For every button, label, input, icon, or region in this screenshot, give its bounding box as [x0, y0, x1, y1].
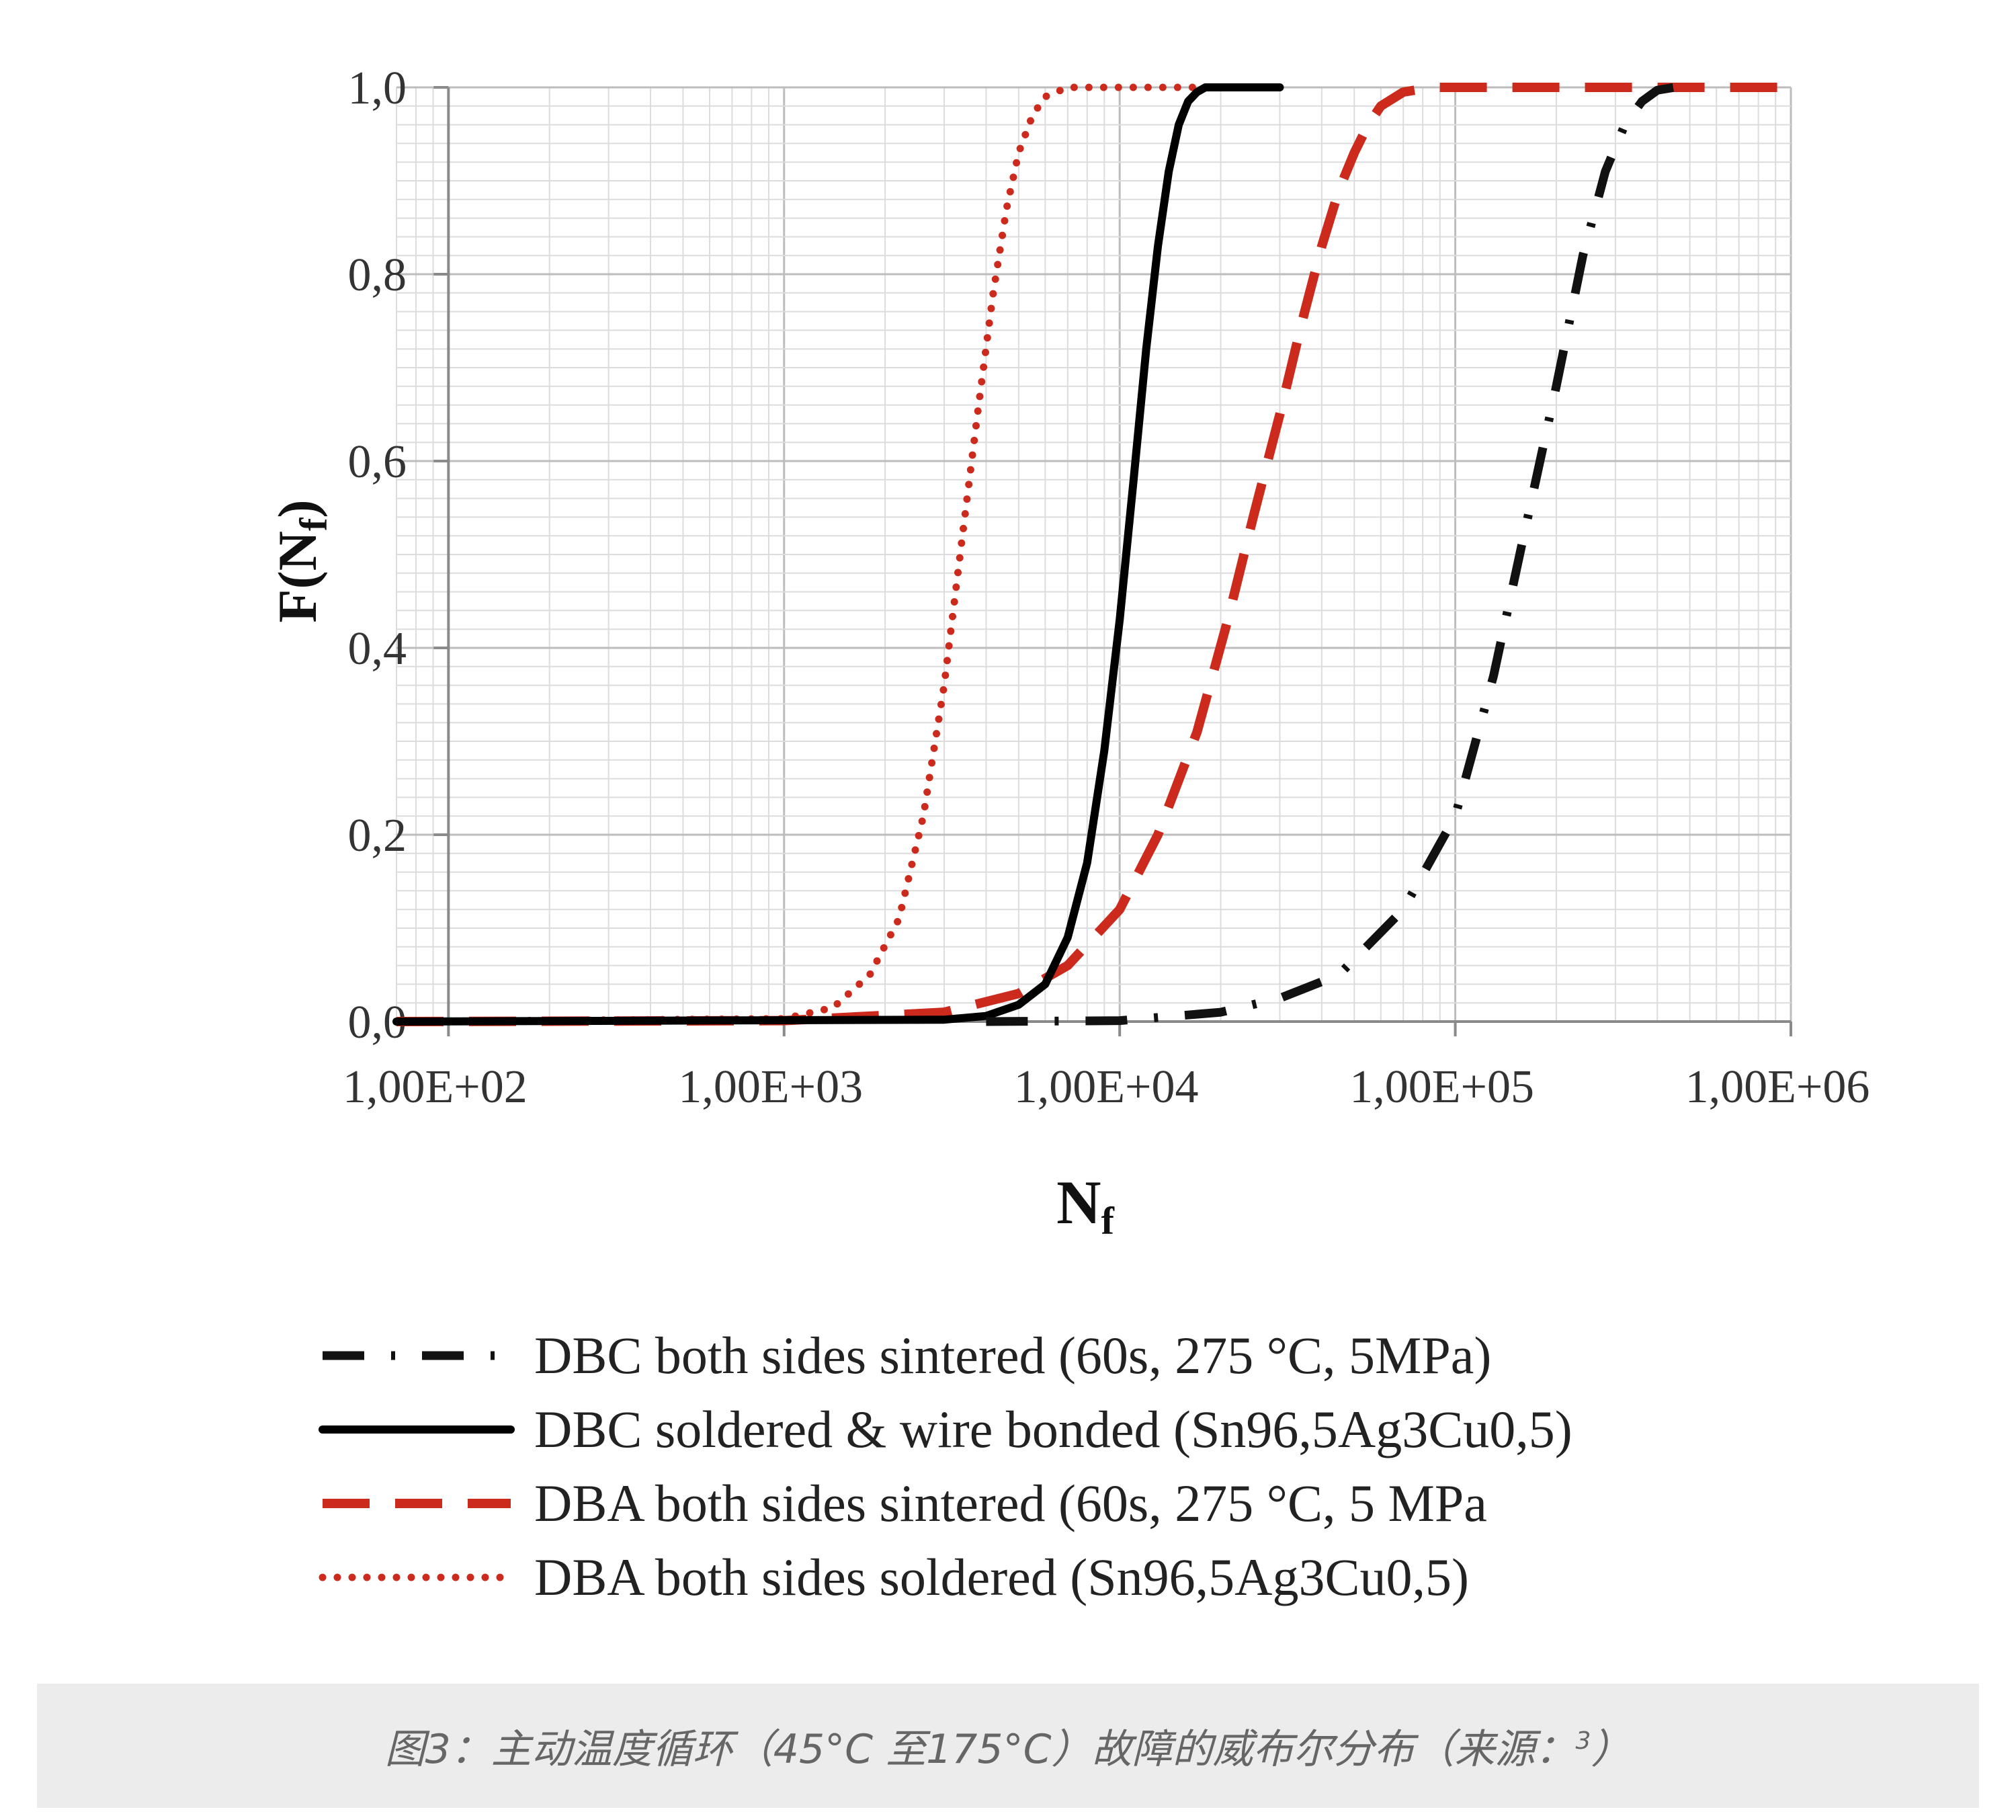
y-axis-title-subscript: f: [292, 518, 335, 531]
x-tick-label: 1,00E+03: [678, 1061, 863, 1113]
caption-superscript: 3: [1575, 1727, 1591, 1755]
x-tick-label: 1,00E+06: [1685, 1061, 1870, 1113]
chart-grid: [396, 86, 1792, 1023]
series-layer: [392, 83, 1791, 1026]
chart-axes: [396, 86, 1792, 1036]
y-tick-label: 0,8: [348, 249, 407, 301]
legend-label: DBC soldered & wire bonded (Sn96,5Ag3Cu0…: [534, 1400, 1572, 1458]
x-axis-title: Nf: [1056, 1168, 1114, 1243]
series-line-dashed: [396, 83, 1791, 1026]
caption-text: 图3：主动温度循环（45°C 至175°C）故障的威布尔分布（来源：3）: [384, 1726, 1632, 1773]
figure-caption: 图3：主动温度循环（45°C 至175°C）故障的威布尔分布（来源：3）: [37, 1684, 1979, 1808]
y-axis-title: F(Nf): [267, 499, 335, 622]
y-tick-label: 1,0: [348, 63, 407, 114]
legend-label: DBA both sides sintered (60s, 275 °C, 5 …: [534, 1474, 1487, 1532]
x-tick-label: 1,00E+05: [1349, 1061, 1534, 1113]
x-tick-label: 1,00E+04: [1014, 1061, 1199, 1113]
y-tick-label: 0,2: [348, 810, 407, 862]
legend-label: DBC both sides sintered (60s, 275 °C, 5M…: [534, 1326, 1491, 1384]
x-tick-labels: 1,00E+02 1,00E+03 1,00E+04 1,00E+05 1,00E+06: [343, 1061, 1870, 1113]
series-line-solid: [392, 83, 1284, 1026]
legend-label: DBA both sides soldered (Sn96,5Ag3Cu0,5): [534, 1548, 1469, 1606]
y-tick-labels: 0,00,20,40,60,81,0: [348, 63, 407, 1048]
x-axis-title-subscript: f: [1101, 1199, 1115, 1243]
x-tick-label: 1,00E+02: [343, 1061, 528, 1113]
chart-legend: DBC both sides sintered (60s, 275 °C, 5M…: [319, 1326, 1572, 1606]
y-tick-label: 0,6: [348, 436, 407, 488]
y-tick-label: 0,4: [348, 623, 407, 675]
series-line-dotted: [392, 83, 1284, 1026]
weibull-chart: 0,00,20,40,60,81,0 1,00E+02 1,00E+03 1,00E…: [267, 63, 1870, 1606]
